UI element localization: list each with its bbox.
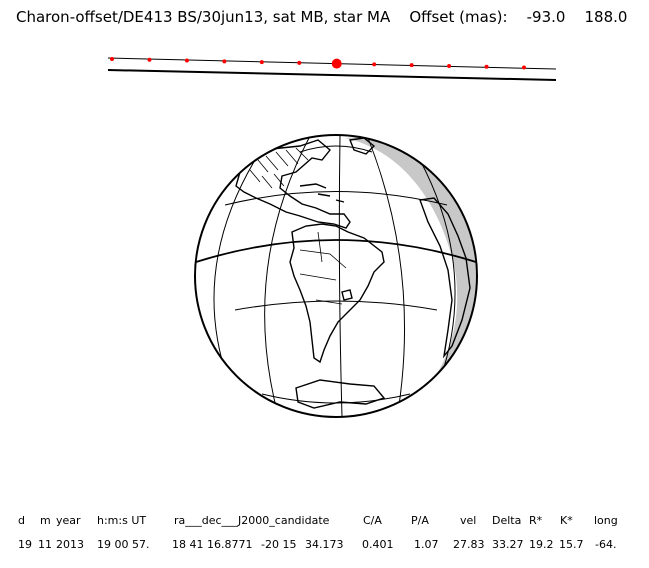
header-time: h:m:s UT [97,514,147,527]
value-year: 2013 [56,538,84,551]
header-pa: P/A [411,514,429,527]
offset-label: Offset (mas): [409,8,508,26]
track-point [184,58,189,63]
track-point-central [331,58,342,69]
track-edge-line [107,69,557,81]
north-america-outline [235,139,351,229]
track-point [522,65,526,70]
value-pa: 1.07 [414,538,439,551]
value-ra: 18 41 16.8771 [172,538,253,551]
value-dec: -20 15 [261,538,297,551]
value-kstar: 15.7 [559,538,584,551]
offset-value-ra: -93.0 [526,8,566,26]
value-vel: 27.83 [453,538,485,551]
track-point [110,57,114,61]
night-shadow [345,135,477,417]
offset-value-dec: 188.0 [584,8,628,26]
value-day: 19 [18,538,32,551]
header-radec: ra___dec___J2000_candidate [174,514,330,527]
header-vel: vel [460,514,477,527]
track-points [110,57,526,70]
header-delta: Delta [492,514,522,527]
south-america-outline [289,223,385,364]
globe-outline [194,134,478,418]
earth-globe [194,134,478,418]
country-border-hatching [249,147,347,305]
equator-line [195,239,477,263]
track-point [409,63,414,68]
track-point [484,64,489,69]
lake-detail [341,289,353,301]
event-title: Charon-offset/DE413 BS/30jun13, sat MB, … [16,8,391,26]
track-point [297,60,302,65]
antarctica-outline [295,379,386,409]
africa-edge-outline [419,197,471,359]
header-ca: C/A [363,514,382,527]
longitude-lines [213,135,456,417]
shadow-track [107,57,557,81]
value-month: 11 [38,538,52,551]
value-ca: 0.401 [362,538,394,551]
track-point [147,57,152,62]
track-point [372,62,377,67]
header-long: long [594,514,618,527]
caribbean-islands [299,183,345,203]
globe-disk [195,135,477,417]
header-month: m [40,514,51,527]
header-rstar: R* [529,514,543,527]
header-day: d [18,514,25,527]
title-line: Charon-offset/DE413 BS/30jun13, sat MB, … [16,8,627,26]
continents [235,137,471,409]
track-point [259,60,264,65]
value-dec-sec: 34.173 [305,538,344,551]
track-point [222,59,227,64]
value-delta: 33.27 [492,538,524,551]
header-kstar: K* [560,514,573,527]
value-time: 19 00 57. [97,538,150,551]
header-year: year [56,514,81,527]
value-long: -64. [595,538,617,551]
track-point [447,63,452,68]
value-rstar: 19.2 [529,538,554,551]
